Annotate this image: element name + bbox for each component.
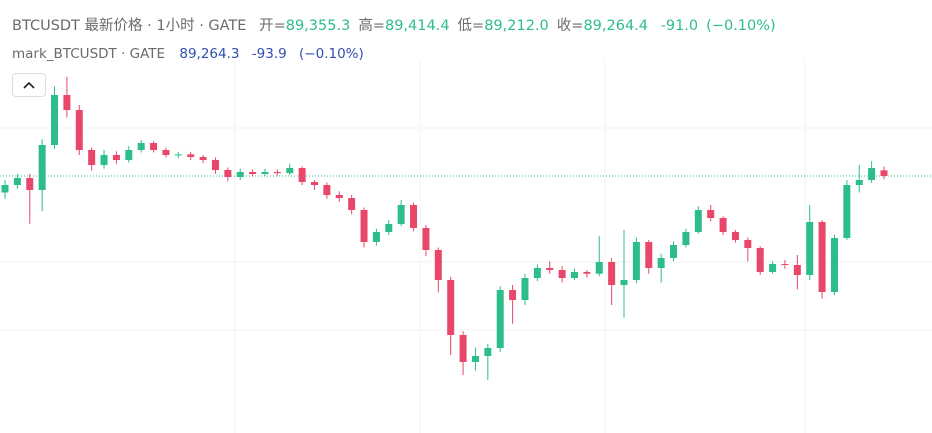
candle-body <box>360 210 368 242</box>
mark-name: mark_BTCUSDT · GATE <box>12 46 166 62</box>
candle-body <box>868 168 876 180</box>
ohlc-value: 89,264.4 <box>583 18 649 34</box>
ohlc-label: 收= <box>556 18 584 34</box>
candle-body <box>830 238 838 292</box>
candle-body <box>818 222 826 292</box>
candle-body <box>682 232 690 245</box>
candle-body <box>26 178 34 190</box>
mark-legend: mark_BTCUSDT · GATE 89,264.3 -93.9 (−0.1… <box>12 46 372 62</box>
candle-body <box>63 95 71 110</box>
title: BTCUSDT 最新价格 · 1小时 · GATE <box>12 18 247 34</box>
candle-body <box>273 172 281 174</box>
grid <box>0 60 932 433</box>
candle-body <box>459 335 467 362</box>
ohlc-value: 89,414.4 <box>384 18 450 34</box>
candle-body <box>397 205 405 224</box>
candle-body <box>335 195 343 198</box>
candle-body <box>323 185 331 195</box>
candle-body <box>88 150 96 165</box>
candle-body <box>781 264 789 265</box>
candle-body <box>632 242 640 280</box>
candle-body <box>1 185 9 193</box>
candle-body <box>249 172 257 174</box>
candle-body <box>187 154 195 157</box>
candle-body <box>546 268 554 270</box>
candle-body <box>51 95 59 145</box>
candle-body <box>410 205 418 228</box>
candle-body <box>199 157 207 160</box>
candle-body <box>112 155 120 160</box>
ohlc-label: 开= <box>259 18 286 34</box>
candle-body <box>261 172 269 174</box>
candle-body <box>224 170 232 177</box>
candle-body <box>484 348 492 356</box>
candle-body <box>645 242 653 268</box>
candle-body <box>211 160 219 170</box>
candle-body <box>38 145 46 190</box>
candle-body <box>162 150 170 155</box>
chevron-icon <box>23 81 35 89</box>
candle-body <box>311 182 319 185</box>
ohlc: 开=89,355.3 高=89,414.4 低=89,212.0 收=89,264.4 <box>259 18 656 34</box>
candle-body <box>521 278 529 300</box>
candle-body <box>608 262 616 285</box>
candle-body <box>558 270 566 278</box>
candle-body <box>583 272 591 274</box>
candle-body <box>744 240 752 248</box>
candle-body <box>756 248 764 272</box>
candle-body <box>150 143 158 150</box>
candle-body <box>447 280 455 335</box>
candle-body <box>496 290 504 348</box>
candle-body <box>434 250 442 280</box>
header: BTCUSDT 最新价格 · 1小时 · GATE 开=89,355.3 高=89… <box>12 14 784 35</box>
candle-body <box>769 264 777 272</box>
candle-body <box>13 178 21 185</box>
candle-body <box>843 185 851 238</box>
candle-body <box>533 268 541 278</box>
candle-body <box>570 272 578 278</box>
candle-body <box>880 170 888 176</box>
mark-change: -93.9 <box>251 46 287 62</box>
candle-body <box>793 265 801 275</box>
change: -91.0 <box>660 18 699 34</box>
mark-value: 89,264.3 <box>179 46 240 62</box>
change-pct: (−0.10%) <box>706 18 776 34</box>
candle-body <box>620 280 628 285</box>
candle-body <box>422 228 430 250</box>
candle-body <box>471 356 479 362</box>
candle-body <box>670 245 678 258</box>
ohlc-value: 89,355.3 <box>285 18 351 34</box>
candle-body <box>298 168 306 182</box>
candle-body <box>75 110 83 150</box>
candle-body <box>236 172 244 177</box>
candle-body <box>137 143 145 150</box>
ohlc-label: 高= <box>358 18 385 34</box>
candle-body <box>731 232 739 240</box>
candle-body <box>372 232 380 242</box>
candle-body <box>719 218 727 232</box>
ohlc-value: 89,212.0 <box>484 18 549 34</box>
candle-body <box>806 222 814 275</box>
ohlc-label: 低= <box>457 18 485 34</box>
candle-body <box>100 155 108 165</box>
candle-body <box>657 258 665 268</box>
candle-body <box>509 290 517 300</box>
candle-body <box>707 210 715 218</box>
candle-body <box>855 180 863 185</box>
candle-body <box>125 150 133 160</box>
mark-change-pct: (−0.10%) <box>299 46 364 62</box>
collapse-button[interactable] <box>12 73 46 97</box>
candle-body <box>286 168 294 174</box>
candle-body <box>174 154 182 156</box>
candle-body <box>348 198 356 210</box>
candle-body <box>595 262 603 274</box>
candle-body <box>694 210 702 232</box>
candle-body <box>385 224 393 232</box>
